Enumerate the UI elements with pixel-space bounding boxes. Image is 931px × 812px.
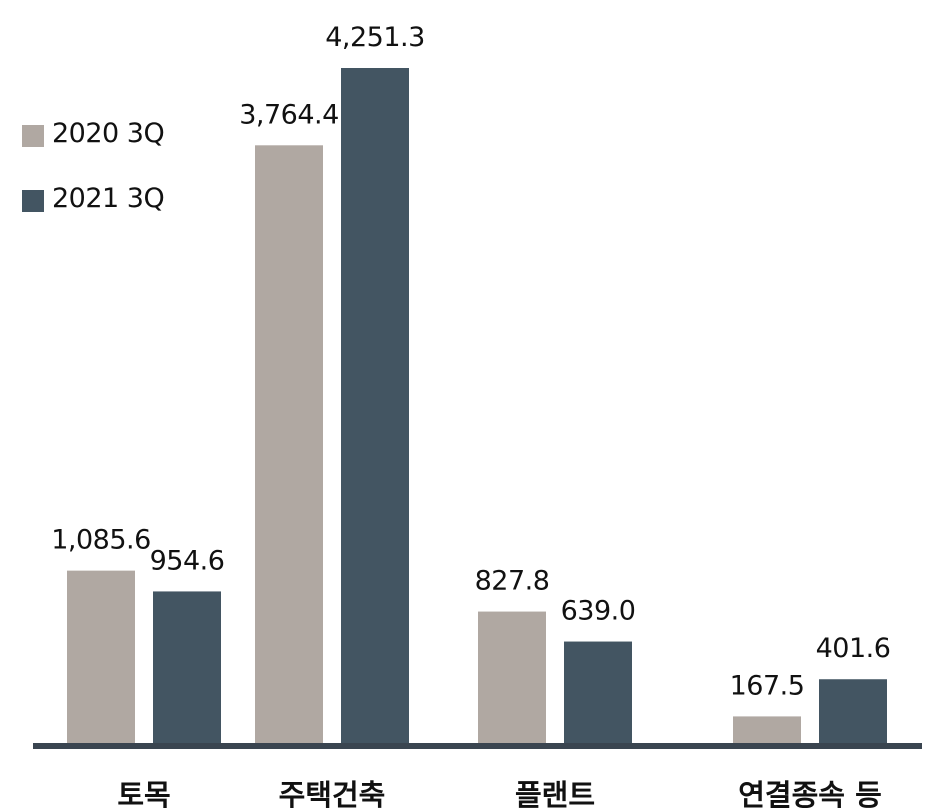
legend-item-2020-3q: 2020 3Q [22, 117, 165, 149]
bar-1-4 [733, 716, 801, 743]
value-label-2-4: 401.6 [816, 633, 891, 664]
category-labels-group: 토목 주택건축 플랜트 연결종속 등 [117, 778, 881, 812]
bars-group [67, 68, 887, 744]
value-label-1-2: 3,764.4 [239, 99, 339, 130]
value-label-2-2: 4,251.3 [325, 22, 425, 53]
bar-1-3 [478, 611, 546, 743]
value-label-2-3: 639.0 [561, 596, 636, 627]
bar-2-1 [153, 591, 221, 743]
category-label-3: 플랜트 [515, 778, 595, 812]
value-label-1-1: 1,085.6 [51, 525, 151, 556]
legend-label-2021-3q: 2021 3Q [52, 182, 165, 214]
legend-swatch-2021-3q [22, 190, 44, 212]
bar-2-3 [564, 641, 632, 743]
category-label-2: 주택건축 [279, 778, 386, 812]
category-label-4: 연결종속 등 [738, 778, 882, 812]
legend: 2020 3Q 2021 3Q [22, 117, 165, 248]
legend-item-2021-3q: 2021 3Q [22, 182, 165, 214]
value-label-2-1: 954.6 [150, 545, 225, 576]
value-label-1-3: 827.8 [475, 566, 550, 597]
bar-2-2 [341, 68, 409, 743]
value-label-1-4: 167.5 [730, 670, 805, 701]
bar-2-4 [819, 679, 887, 743]
bar-1-2 [255, 145, 323, 744]
legend-label-2020-3q: 2020 3Q [52, 117, 165, 149]
category-label-1: 토목 [117, 778, 170, 812]
bar-1-1 [67, 570, 135, 743]
legend-swatch-2020-3q [22, 125, 44, 147]
